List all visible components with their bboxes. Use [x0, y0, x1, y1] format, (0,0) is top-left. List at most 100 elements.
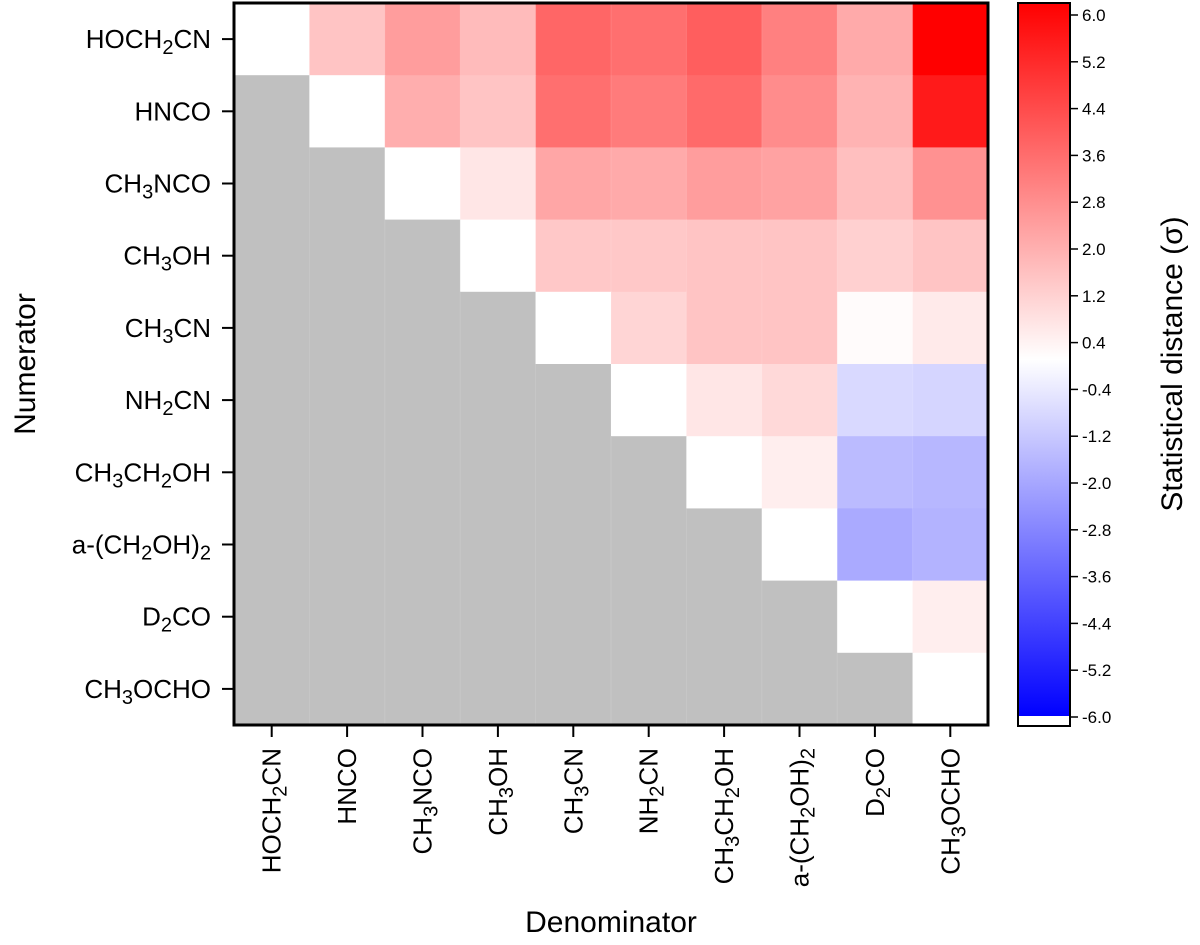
- heatmap-cell: [309, 291, 386, 365]
- heatmap-cell: [912, 3, 989, 76]
- heatmap-cell: [234, 3, 310, 76]
- colorbar-tick-label: 2.8: [1082, 193, 1106, 212]
- heatmap-cell: [837, 75, 914, 148]
- heatmap-cell: [234, 291, 310, 365]
- heatmap-cell: [384, 364, 461, 437]
- heatmap-cell: [460, 364, 537, 437]
- heatmap-cell: [686, 75, 763, 148]
- y-tick-label: CH3NCO: [105, 169, 211, 204]
- colorbar-tick-label: -2.8: [1082, 521, 1111, 540]
- heatmap-cell: [761, 75, 838, 148]
- x-tick-label: CH3OCHO: [935, 748, 970, 875]
- colorbar-tick-label: -0.4: [1082, 380, 1111, 399]
- heatmap-cell: [912, 147, 989, 221]
- y-tick-label: HOCH2CN: [86, 24, 211, 59]
- heatmap-cell: [535, 291, 612, 365]
- heatmap-cell: [384, 436, 461, 509]
- heatmap-cell: [460, 652, 537, 726]
- heatmap-cell: [384, 652, 461, 726]
- heatmap-cell: [309, 652, 386, 726]
- heatmap-cell: [837, 508, 914, 582]
- heatmap-cell: [309, 580, 386, 654]
- heatmap-cell: [611, 75, 687, 148]
- y-axis-title: Numerator: [9, 293, 42, 435]
- heatmap-cell: [384, 3, 461, 76]
- heatmap-cell: [460, 436, 537, 509]
- heatmap-cell: [460, 580, 537, 654]
- heatmap-cell: [912, 75, 989, 148]
- heatmap-cell: [837, 219, 914, 293]
- heatmap-cell: [912, 436, 989, 509]
- colorbar-tick-label: -5.2: [1082, 661, 1111, 680]
- heatmap-cell: [384, 291, 461, 365]
- heatmap-cell: [686, 652, 763, 726]
- colorbar-tick-label: 2.0: [1082, 240, 1106, 259]
- heatmap-cell: [837, 652, 914, 726]
- x-tick-label: CH3CN: [558, 748, 593, 834]
- x-tick-label: HOCH2CN: [257, 748, 292, 873]
- heatmap-cell: [611, 147, 687, 221]
- heatmap-cell: [686, 436, 763, 509]
- heatmap-cell: [611, 508, 687, 582]
- heatmap-cell: [234, 364, 310, 437]
- heatmap-cell: [686, 508, 763, 582]
- heatmap-cell: [611, 652, 687, 726]
- y-tick-label: CH3CH2OH: [75, 457, 211, 492]
- heatmap-cell: [535, 436, 612, 509]
- heatmap-cell: [460, 291, 537, 365]
- heatmap-cell: [912, 580, 989, 654]
- x-tick-label: a-(CH2OH)2: [785, 748, 820, 887]
- y-tick-label: CH3CN: [125, 313, 211, 348]
- heatmap-cell: [912, 219, 989, 293]
- heatmap-cell: [309, 147, 386, 221]
- colorbar-tick-label: -3.6: [1082, 568, 1111, 587]
- heatmap-cell: [686, 580, 763, 654]
- heatmap-cell: [234, 508, 310, 582]
- y-tick-labels: HOCH2CN HNCO CH3NCO CH3OH CH3CN NH2CN CH3CH2OH…: [72, 24, 211, 709]
- x-tick-label: NH2CN: [634, 748, 669, 834]
- heatmap-cell: [912, 364, 989, 437]
- heatmap-cell: [912, 652, 989, 726]
- heatmap-cell: [535, 75, 612, 148]
- heatmap-cell: [535, 580, 612, 654]
- heatmap-cell: [837, 3, 914, 76]
- colorbar-end-swatch: [1018, 716, 1070, 726]
- heatmap-cell: [761, 436, 838, 509]
- heatmap-cells: [234, 3, 989, 726]
- heatmap-cell: [535, 364, 612, 437]
- heatmap-cell: [460, 75, 537, 148]
- x-tick-label: CH3CH2OH: [709, 748, 744, 884]
- y-tick-label: CH3OCHO: [84, 674, 211, 709]
- heatmap-cell: [837, 147, 914, 221]
- heatmap-cell: [234, 580, 310, 654]
- colorbar-tick-label: 0.4: [1082, 334, 1106, 353]
- heatmap-cell: [912, 291, 989, 365]
- y-tick-label: NH2CN: [125, 385, 211, 420]
- heatmap-cell: [761, 147, 838, 221]
- heatmap-cell: [686, 3, 763, 76]
- heatmap-cell: [686, 219, 763, 293]
- colorbar-tick-label: 3.6: [1082, 146, 1106, 165]
- heatmap-cell: [535, 219, 612, 293]
- axis-ticks: [222, 38, 952, 737]
- heatmap-cell: [535, 508, 612, 582]
- heatmap-cell: [912, 508, 989, 582]
- x-tick-label: D2CO: [860, 748, 895, 817]
- heatmap-cell: [837, 291, 914, 365]
- colorbar-title: Statistical distance (σ): [1156, 216, 1189, 511]
- colorbar-tick-label: -2.0: [1082, 474, 1111, 493]
- colorbar-frame: [1017, 2, 1071, 727]
- heatmap-cell: [234, 652, 310, 726]
- heatmap-cell: [384, 147, 461, 221]
- heatmap-cell: [535, 652, 612, 726]
- heatmap-cell: [535, 147, 612, 221]
- heatmap-cell: [234, 436, 310, 509]
- colorbar-tick-label: -4.4: [1082, 614, 1111, 633]
- heatmap-cell: [309, 508, 386, 582]
- heatmap-cell: [535, 3, 612, 76]
- heatmap-cell: [761, 508, 838, 582]
- heatmap-cell: [611, 291, 687, 365]
- heatmap-cell: [309, 75, 386, 148]
- x-tick-label: HNCO: [332, 748, 362, 825]
- y-tick-label: CH3OH: [123, 241, 211, 276]
